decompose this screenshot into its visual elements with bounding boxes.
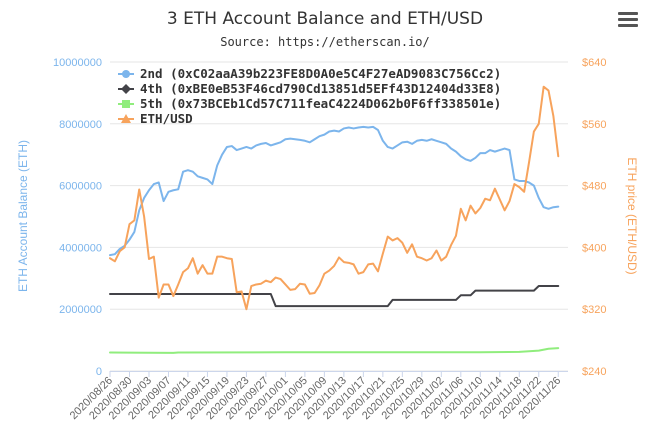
y-tick-right: $560 (582, 119, 606, 131)
legend-label: ETH/USD (140, 111, 193, 126)
chart-title: 3 ETH Account Balance and ETH/USD (167, 9, 483, 29)
series-line-1 (109, 125, 560, 257)
legend-item[interactable]: 5th (0x73BCEb1Cd57C711feaC4224D062b0F6ff… (118, 96, 501, 111)
series-layer (109, 85, 560, 354)
legend-label: 2nd (0xC02aaA39b223FE8D0A0e5C4F27eAD9083… (140, 66, 501, 81)
y-tick-right: $240 (582, 366, 606, 378)
legend-item[interactable]: ETH/USD (118, 111, 193, 126)
legend-label: 5th (0x73BCEb1Cd57C711feaC4224D062b0F6ff… (140, 96, 501, 111)
menu-bar (618, 12, 638, 15)
legend-marker (122, 70, 130, 78)
y-tick-left: 2000000 (59, 304, 102, 316)
hamburger-menu-icon[interactable] (618, 12, 638, 30)
menu-bar (618, 18, 638, 21)
y-axis-left-title: ETH Account Balance (ETH) (16, 140, 30, 292)
legend-label: 4th (0xBE0eB53F46cd790Cd13851d5EFf43D124… (140, 81, 501, 96)
series-line-3 (109, 347, 560, 354)
y-axis-right-title: ETH price (ETH/USD) (625, 157, 639, 274)
y-tick-left: 10000000 (53, 57, 102, 69)
series-line-4 (109, 85, 560, 311)
legend-item[interactable]: 2nd (0xC02aaA39b223FE8D0A0e5C4F27eAD9083… (118, 66, 501, 81)
legend-marker (122, 100, 130, 108)
y-tick-left: 8000000 (59, 119, 102, 131)
chart-subtitle: Source: https://etherscan.io/ (220, 35, 430, 49)
y-tick-right: $400 (582, 242, 606, 254)
legend: 2nd (0xC02aaA39b223FE8D0A0e5C4F27eAD9083… (118, 66, 501, 126)
series-line-2 (109, 285, 560, 308)
y-tick-left: 0 (96, 366, 102, 378)
axes-layer: 0 2000000 4000000 6000000 8000000 10000000 $24… (53, 57, 606, 422)
legend-item[interactable]: 4th (0xBE0eB53F46cd790Cd13851d5EFf43D124… (118, 81, 501, 96)
menu-bar (618, 24, 638, 27)
y-tick-left: 6000000 (59, 181, 102, 193)
y-tick-left: 4000000 (59, 242, 102, 254)
legend-marker (121, 84, 131, 94)
legend-marker (121, 114, 131, 123)
y-tick-right: $480 (582, 181, 606, 193)
y-tick-right: $320 (582, 304, 606, 316)
y-tick-right: $640 (582, 57, 606, 69)
